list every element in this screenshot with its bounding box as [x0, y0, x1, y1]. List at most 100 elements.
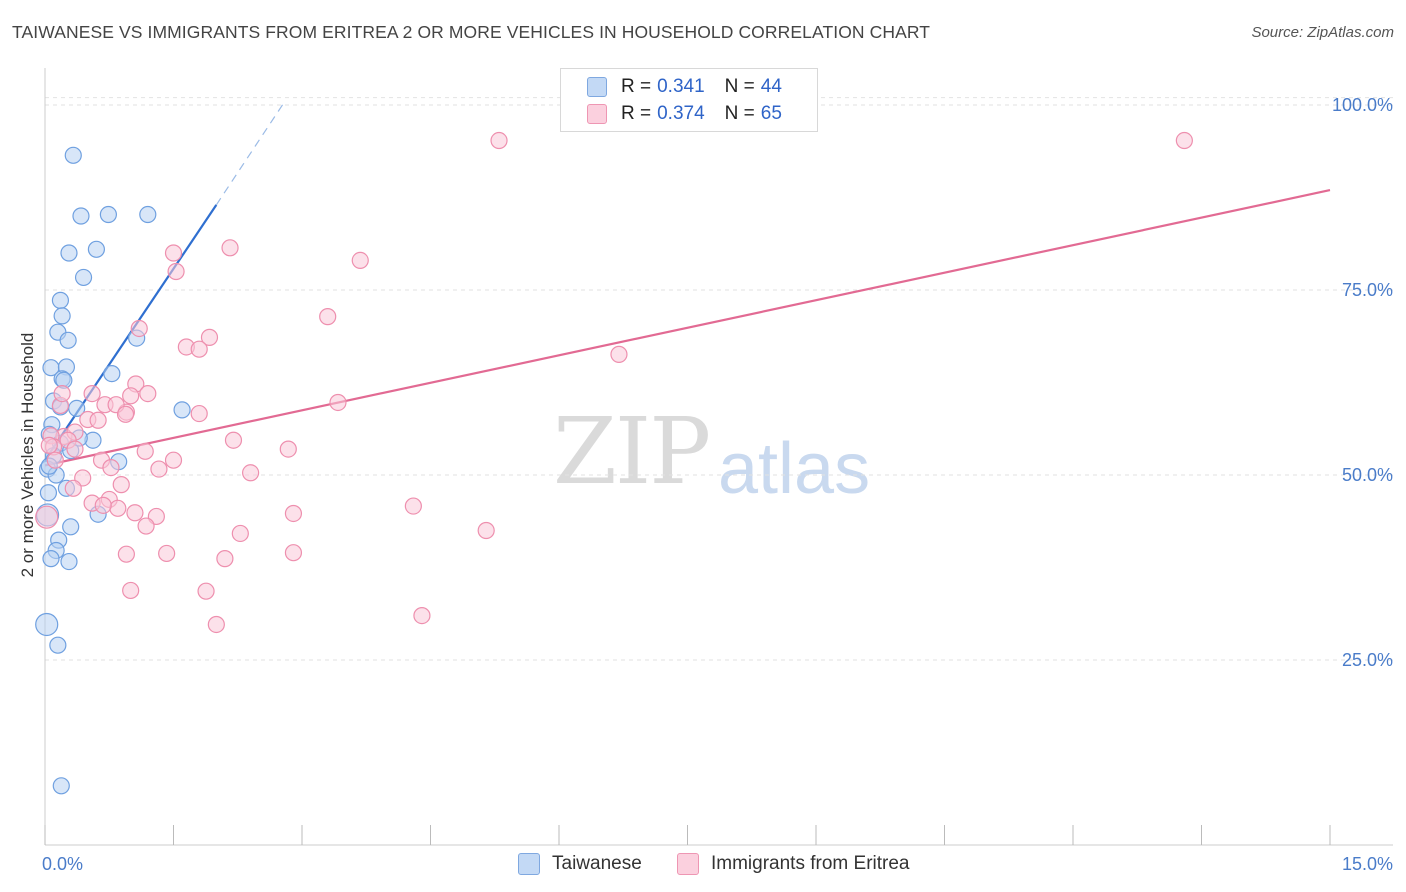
y-tick-label: 100.0% [1332, 95, 1393, 115]
legend-n-value: 65 [760, 103, 782, 124]
eritrea-point [109, 499, 127, 517]
eritrea-point [221, 239, 239, 257]
eritrea-trend-line [44, 189, 1331, 467]
bottom-legend-label: Immigrants from Eritrea [711, 853, 910, 874]
y-axis-label: 2 or more Vehicles in Household [18, 333, 37, 578]
bottom-legend-swatch-eritrea [677, 853, 699, 875]
eritrea-point [46, 451, 64, 469]
legend-n-value: 44 [760, 76, 782, 97]
eritrea-point [117, 545, 135, 563]
eritrea-point [413, 606, 431, 625]
eritrea-point [102, 459, 120, 477]
taiwanese-point [139, 205, 157, 224]
legend-row-taiwanese: R = 0.341 N = 44 [587, 75, 782, 99]
legend-r-label: R = [621, 103, 652, 124]
y-tick-label: 75.0% [1342, 280, 1393, 300]
bottom-legend-swatch-taiwanese [518, 853, 540, 875]
eritrea-point [279, 440, 297, 458]
eritrea-point [122, 581, 140, 600]
legend-r-value: 0.341 [657, 76, 705, 97]
data-points [35, 131, 1193, 795]
taiwanese-point [42, 550, 60, 568]
eritrea-point [122, 387, 140, 405]
eritrea-point [94, 496, 112, 514]
watermark-zip: ZIP [553, 398, 711, 505]
eritrea-point [136, 442, 154, 460]
x-tick-label: 15.0% [1342, 854, 1393, 874]
eritrea-point [35, 505, 59, 529]
eritrea-point [284, 544, 303, 562]
taiwanese-point [51, 291, 70, 309]
legend-r-label: R = [621, 76, 652, 97]
eritrea-point [224, 431, 243, 449]
legend-r-value: 0.374 [657, 103, 705, 124]
eritrea-point [190, 340, 208, 358]
x-tick-label: 0.0% [42, 854, 83, 874]
eritrea-point [126, 504, 144, 522]
watermark-atlas: atlas [718, 429, 871, 509]
chart-title: TAIWANESE VS IMMIGRANTS FROM ERITREA 2 O… [12, 22, 931, 42]
eritrea-point [200, 328, 219, 346]
stats-legend: R = 0.341 N = 44 R = 0.374 N = 65 [560, 68, 818, 132]
eritrea-point [83, 385, 101, 403]
eritrea-point [167, 262, 185, 281]
eritrea-point [231, 524, 249, 543]
taiwanese-point [60, 244, 78, 262]
eritrea-point [404, 497, 422, 515]
eritrea-point [116, 405, 135, 423]
taiwanese-point [68, 399, 86, 417]
axes [44, 68, 1393, 846]
y-tick-label: 25.0% [1342, 650, 1393, 670]
taiwanese-point [39, 484, 58, 502]
eritrea-point [490, 131, 508, 150]
eritrea-point [319, 308, 337, 326]
bottom-legend-label: Taiwanese [552, 853, 642, 874]
eritrea-point [150, 460, 168, 478]
eritrea-point [190, 404, 208, 423]
eritrea-point [164, 244, 183, 262]
eritrea-point [242, 464, 260, 482]
taiwanese-point [99, 205, 117, 224]
eritrea-point [610, 345, 628, 363]
trend-lines [44, 100, 1331, 467]
eritrea-point [1175, 131, 1193, 150]
taiwanese-point [53, 307, 71, 325]
bottom-legend-eritrea: Immigrants from Eritrea [677, 851, 909, 877]
taiwanese-point [103, 365, 121, 383]
eritrea-point [477, 521, 495, 540]
eritrea-point [112, 476, 130, 494]
eritrea-point [284, 504, 303, 523]
eritrea-point [137, 517, 155, 535]
eritrea-point [53, 385, 71, 403]
eritrea-point [351, 251, 369, 269]
eritrea-point [329, 393, 347, 412]
eritrea-point [64, 479, 82, 497]
tick-labels: 25.0% 50.0% 75.0% 100.0% 0.0% 15.0% [42, 95, 1393, 874]
eritrea-point [89, 411, 107, 429]
taiwanese-point [35, 612, 59, 637]
taiwanese-point [59, 331, 77, 349]
taiwanese-point [62, 518, 80, 536]
eritrea-point [40, 436, 58, 454]
legend-row-eritrea: R = 0.374 N = 65 [587, 102, 782, 126]
taiwanese-point [74, 268, 93, 287]
taiwanese-point [72, 207, 90, 225]
taiwanese-point [87, 240, 106, 258]
grid-lines [45, 97, 1393, 661]
source-label: Source: ZipAtlas.com [1251, 24, 1394, 41]
eritrea-point [139, 385, 157, 403]
eritrea-point [158, 544, 176, 563]
eritrea-point [207, 615, 225, 634]
y-tick-label: 50.0% [1342, 465, 1393, 485]
taiwanese-point [64, 146, 82, 164]
eritrea-point [216, 550, 234, 568]
taiwanese-point [49, 636, 67, 654]
eritrea-point [164, 451, 183, 469]
legend-n-label: N = [724, 103, 755, 124]
eritrea-point [197, 582, 215, 600]
taiwanese-point [60, 552, 78, 571]
taiwanese-trend-extension [215, 100, 286, 206]
taiwanese-point [173, 401, 191, 419]
eritrea-point [130, 319, 148, 338]
